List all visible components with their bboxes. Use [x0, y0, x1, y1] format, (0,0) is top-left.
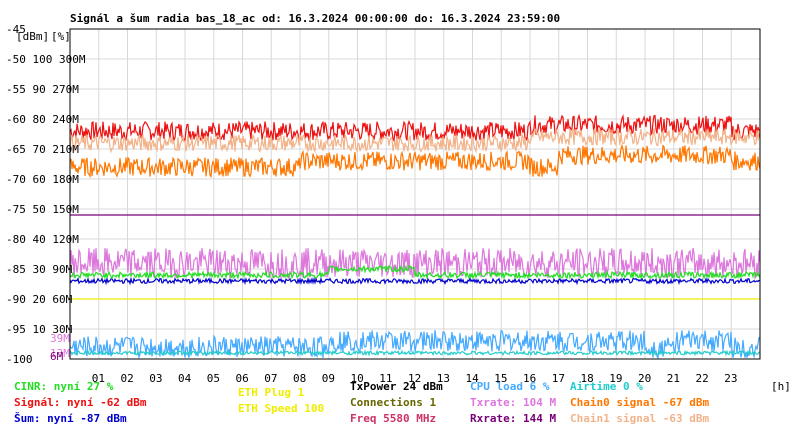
x-tick-label: 10	[351, 372, 364, 385]
x-tick-label: 20	[638, 372, 651, 385]
y-tick-label: -80 40 120M	[6, 233, 79, 246]
y-tick-label: -60 80 240M	[6, 113, 79, 126]
x-tick-label: 18	[581, 372, 594, 385]
x-tick-label: 23	[724, 372, 737, 385]
y-tick-label: -70 60 180M	[6, 173, 79, 186]
y-unit-dbm: [dBm]	[16, 30, 49, 43]
y-tick-label: -90 20 60M	[6, 293, 73, 306]
y-axis: -45 -50 100 300M -55 90 270M -60 80 240M -65…	[6, 23, 86, 366]
y-tick-label: -45	[6, 23, 26, 36]
legend-item: CPU load 6 %	[470, 380, 550, 393]
chart-title: Signál a šum radia bas_18_ac od: 16.3.20…	[70, 12, 560, 25]
y-tick-label: -95 10 30M	[6, 323, 73, 336]
series-layer	[69, 113, 761, 360]
legend: CINR: nyní 27 % Signál: nyní -62 dBm Šum: …	[14, 380, 709, 425]
legend-item: Signál: nyní -62 dBm	[14, 396, 147, 409]
legend-item: Šum: nyní -87 dBm	[14, 412, 127, 425]
y-tick-label: -75 50 150M	[6, 203, 79, 216]
y-tick-label: -65 70 210M	[6, 143, 79, 156]
x-tick-label: 11	[379, 372, 392, 385]
legend-item: Freq 5580 MHz	[350, 412, 436, 425]
x-tick-label: 19	[609, 372, 622, 385]
series-line-3	[69, 276, 761, 286]
legend-item: ETH Plug 1	[238, 386, 305, 399]
x-tick-label: 14	[466, 372, 480, 385]
x-tick-label: 15	[494, 372, 507, 385]
x-tick-label: 17	[552, 372, 565, 385]
x-tick-label: 13	[437, 372, 450, 385]
y-tick-label: -50 100 300M	[6, 53, 86, 66]
legend-item: CINR: nyní 27 %	[14, 380, 114, 393]
x-tick-label: 03	[149, 372, 162, 385]
y-tick-label: -55 90 270M	[6, 83, 79, 96]
x-tick-label: 21	[667, 372, 680, 385]
legend-item: Rxrate: 144 M	[470, 412, 556, 425]
series-line-1	[69, 143, 761, 179]
y-marker-label: 13M	[50, 347, 70, 360]
series-line-5	[69, 247, 761, 281]
x-unit-hour: [h]	[771, 380, 791, 393]
legend-item: Airtime 0 %	[570, 380, 643, 393]
series-line-9	[69, 349, 761, 357]
x-tick-label: 02	[121, 372, 134, 385]
legend-item: Chain0 signal -67 dBm	[570, 396, 709, 409]
y-unit-pct: [%]	[51, 30, 71, 43]
series-line-0	[69, 113, 761, 143]
x-tick-label: 09	[322, 372, 335, 385]
grid	[70, 28, 760, 360]
series-line-6	[69, 264, 761, 281]
x-tick-label: 12	[408, 372, 421, 385]
x-tick-label: 04	[178, 372, 192, 385]
y-marker-label: 6M	[50, 350, 64, 363]
x-tick-label: 01	[92, 372, 105, 385]
x-tick-label: 07	[264, 372, 277, 385]
legend-item: Txrate: 104 M	[470, 396, 556, 409]
y-tick-label: -100	[6, 353, 33, 366]
legend-item: Connections 1	[350, 396, 436, 409]
x-tick-label: 16	[523, 372, 536, 385]
legend-item: Chain1 signal -63 dBm	[570, 412, 709, 425]
x-tick-label: 08	[293, 372, 306, 385]
legend-item: ETH Speed 100	[238, 402, 324, 415]
plot-frame	[69, 28, 761, 360]
series-line-8	[69, 330, 761, 360]
legend-item: TxPower 24 dBm	[350, 380, 443, 393]
x-tick-label: 22	[696, 372, 709, 385]
x-tick-label: 05	[207, 372, 220, 385]
x-tick-label: 06	[236, 372, 249, 385]
x-axis: 01 02 03 04 05 06 07 08 09 10 11 12 13 14 15 16 17 18 19 20…	[92, 372, 738, 385]
y-tick-label: -85 30 90M	[6, 263, 73, 276]
series-line-2	[69, 126, 761, 154]
y-marker-label: 39M	[50, 332, 70, 345]
